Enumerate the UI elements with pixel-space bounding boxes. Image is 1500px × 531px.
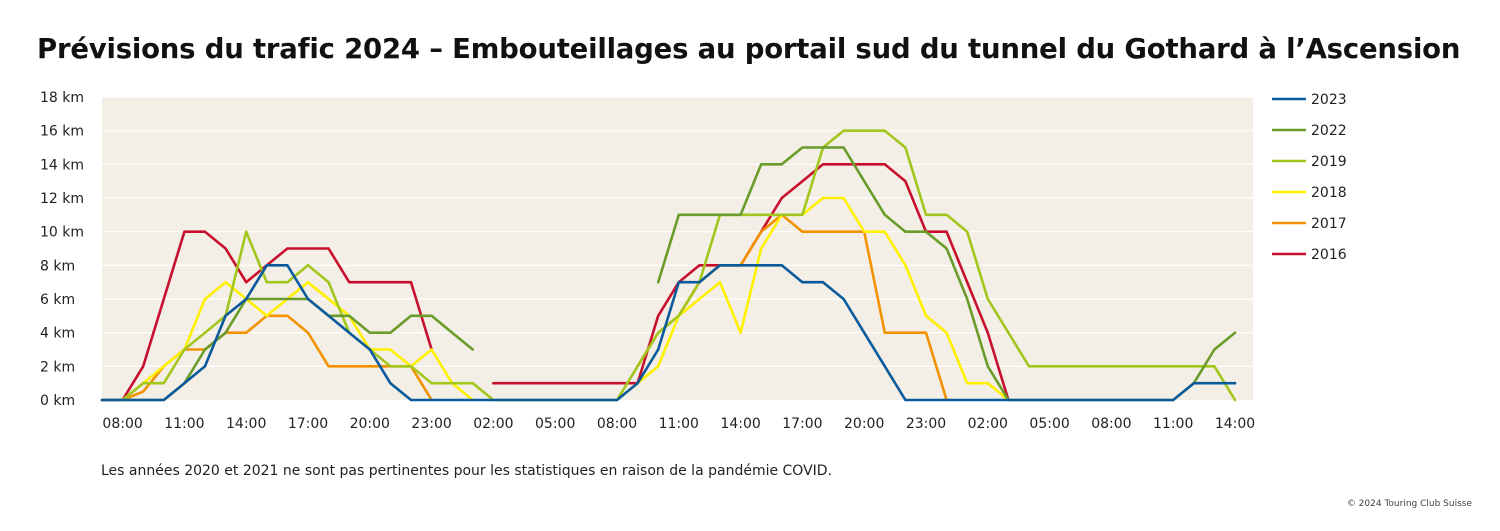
y-tick-label: 8 km: [40, 258, 75, 274]
legend-label-2023: 2023: [1311, 92, 1347, 108]
x-tick-label: 17:00: [782, 416, 822, 432]
y-tick-label: 2 km: [40, 359, 75, 375]
x-tick-label: 14:00: [720, 416, 760, 432]
plot-area-background: [102, 97, 1253, 400]
legend-label-2022: 2022: [1311, 123, 1347, 139]
series-line-2019: [121, 129, 1237, 402]
legend-label-2017: 2017: [1311, 216, 1347, 232]
x-tick-label: 23:00: [906, 416, 946, 432]
series-line-2023: [100, 264, 1237, 402]
x-tick-label: 05:00: [535, 416, 575, 432]
x-tick-label: 23:00: [411, 416, 451, 432]
x-tick-label: 05:00: [1029, 416, 1069, 432]
footnote: Les années 2020 et 2021 ne sont pas pert…: [101, 463, 833, 479]
y-tick-label: 10 km: [40, 225, 84, 241]
x-tick-label: 14:00: [226, 416, 266, 432]
x-tick-label: 20:00: [350, 416, 390, 432]
x-tick-label: 02:00: [473, 416, 513, 432]
x-tick-label: 14:00: [1215, 416, 1255, 432]
x-tick-label: 17:00: [288, 416, 328, 432]
x-tick-label: 11:00: [1153, 416, 1193, 432]
x-tick-label: 11:00: [164, 416, 204, 432]
y-tick-label: 0 km: [40, 393, 75, 409]
x-tick-label: 08:00: [102, 416, 142, 432]
x-tick-label: 20:00: [844, 416, 884, 432]
chart-title: Prévisions du trafic 2024 – Embouteillag…: [37, 33, 1461, 65]
y-tick-label: 12 km: [40, 191, 84, 207]
y-tick-label: 16 km: [40, 124, 84, 140]
legend-label-2018: 2018: [1311, 185, 1347, 201]
x-tick-label: 11:00: [659, 416, 699, 432]
legend: 2023 2022 2019 2018 2017 2016: [1272, 92, 1347, 263]
y-tick-label: 14 km: [40, 157, 84, 173]
series-lines: [100, 129, 1237, 402]
copyright: © 2024 Touring Club Suisse: [1346, 499, 1472, 509]
y-tick-label: 18 km: [40, 90, 84, 106]
legend-label-2016: 2016: [1311, 247, 1347, 263]
series-line-2018: [121, 196, 1010, 402]
x-tick-label: 08:00: [1091, 416, 1131, 432]
x-axis-ticks: 08:00 11:00 14:00 17:00 20:00 23:00 02:00 05:00…: [102, 416, 1255, 432]
y-tick-label: 6 km: [40, 292, 75, 308]
y-axis-ticks: 0 km 2 km 4 km 6 km 8 km 10 km 12 km 14 km 16 km…: [40, 90, 84, 409]
x-tick-label: 08:00: [597, 416, 637, 432]
legend-label-2019: 2019: [1311, 154, 1347, 170]
y-tick-label: 4 km: [40, 326, 75, 342]
x-tick-label: 02:00: [968, 416, 1008, 432]
